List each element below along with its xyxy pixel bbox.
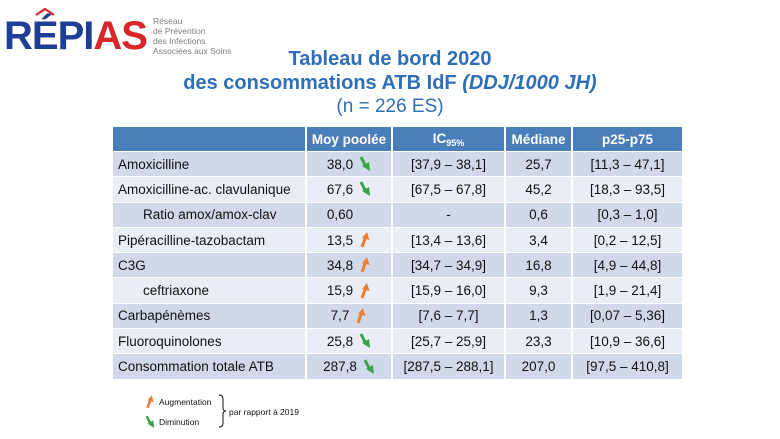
row-mediane: 207,0 — [505, 353, 573, 379]
row-moy: 7,7 — [306, 302, 393, 329]
table-row: ceftriaxone 15,9 [15,9 – 16,0] 9,3 [1,9 – 21… — [113, 277, 682, 304]
row-name: Carbapénèmes — [113, 302, 307, 329]
arrow-up-right-icon — [360, 282, 370, 299]
row-ic: [287,5 – 288,1] — [392, 353, 506, 379]
logo-accent-icon — [35, 8, 55, 16]
row-moy-value: 287,8 — [323, 359, 357, 375]
row-moy: 15,9 — [306, 277, 393, 304]
row-p25p75: [97,5 – 410,8] — [572, 353, 682, 379]
row-moy-value: 7,7 — [330, 308, 350, 324]
row-mediane: 25,7 — [505, 150, 573, 177]
row-moy: 0,60 — [306, 201, 393, 228]
logo-subtitle: Réseau de Prévention des Infections Asso… — [153, 16, 232, 56]
table-row: Amoxicilline-ac. clavulanique 67,6 [67,5 –… — [113, 176, 682, 203]
row-moy-value: 15,9 — [326, 283, 354, 299]
title-line-1: Tableau de bord 2020 — [288, 48, 492, 70]
title-line-3: (n = 226 ES) — [336, 96, 444, 117]
arrow-up-right-icon — [356, 307, 366, 324]
row-name: Amoxicilline — [113, 150, 307, 177]
table-row: Amoxicilline 38,0 [37,9 – 38,1] 25,7 [11,3 –… — [113, 150, 682, 177]
row-moy: 287,8 — [306, 353, 393, 379]
arrow-up-right-icon — [360, 232, 370, 248]
page-title: Tableau de bord 2020 des consommations A… — [0, 47, 780, 119]
arrow-down-right-icon — [363, 358, 374, 374]
row-p25p75: [18,3 – 93,5] — [572, 176, 682, 203]
arrow-down-right-icon — [145, 415, 155, 428]
brace-icon — [218, 394, 226, 428]
row-moy: 38,0 — [306, 150, 393, 177]
row-mediane: 45,2 — [505, 176, 573, 203]
table-row: Pipéracilline-tazobactam 13,5 [13,4 – 13,6… — [113, 226, 682, 253]
row-mediane: 3,4 — [505, 226, 573, 253]
row-p25p75: [0,3 – 1,0] — [572, 201, 682, 228]
row-name: Amoxicilline-ac. clavulanique — [113, 176, 307, 203]
row-ic: [13,4 – 13,6] — [392, 226, 506, 253]
row-mediane: 16,8 — [505, 252, 573, 278]
row-mediane: 1,3 — [505, 302, 573, 329]
row-p25p75: [11,3 – 47,1] — [572, 150, 682, 177]
header-mediane: Médiane — [505, 127, 573, 152]
row-name: C3G — [113, 252, 307, 278]
header-p25p75: p25-p75 — [572, 127, 682, 152]
row-p25p75: [4,9 – 44,8] — [572, 252, 682, 278]
arrow-down-right-icon — [359, 156, 371, 172]
row-ic: [15,9 – 16,0] — [392, 277, 506, 304]
repias-logo: RÉPIAS Réseau de Prévention des Infectio… — [4, 8, 234, 60]
legend: Augmentation Diminution par rapport à 20… — [145, 392, 345, 432]
legend-down: Diminution — [145, 415, 199, 429]
row-ic: [25,7 – 25,9] — [392, 328, 506, 354]
table-header-row: Moy poolée IC95% Médiane p25-p75 — [113, 127, 682, 152]
row-moy-value: 13,5 — [326, 232, 354, 248]
row-name: Fluoroquinolones — [113, 328, 307, 354]
row-moy: 34,8 — [306, 252, 393, 278]
row-moy-value: 34,8 — [326, 257, 354, 273]
row-ic: [37,9 – 38,1] — [392, 150, 506, 177]
row-moy: 67,6 — [306, 176, 393, 203]
arrow-up-right-icon — [360, 257, 370, 273]
arrow-down-right-icon — [359, 181, 371, 197]
row-moy-value: 67,6 — [326, 181, 354, 197]
row-name: Pipéracilline-tazobactam — [113, 226, 307, 253]
row-mediane: 9,3 — [505, 277, 573, 304]
header-name — [113, 127, 307, 152]
row-moy-value: 0,60 — [326, 207, 354, 223]
header-moy: Moy poolée — [306, 127, 393, 152]
logo-wordmark: RÉPIAS — [4, 14, 148, 58]
arrow-up-right-icon — [146, 395, 154, 409]
table-row: C3G 34,8 [34,7 – 34,9] 16,8 [4,9 – 44,8] — [113, 252, 682, 278]
row-ic: [7,6 – 7,7] — [392, 302, 506, 329]
table-row: Ratio amox/amox-clav 0,60 -0,6 [0,3 – 1,0] — [113, 201, 682, 228]
row-moy: 13,5 — [306, 226, 393, 253]
row-ic: - — [392, 201, 506, 228]
row-name: Ratio amox/amox-clav — [113, 201, 307, 228]
row-moy: 25,8 — [306, 328, 393, 354]
legend-up: Augmentation — [145, 395, 211, 409]
title-line-2: des consommations ATB IdF (DDJ/1000 JH) — [183, 72, 597, 94]
row-p25p75: [0,2 – 12,5] — [572, 226, 682, 253]
row-mediane: 23,3 — [505, 328, 573, 354]
row-ic: [34,7 – 34,9] — [392, 252, 506, 278]
consumption-table: Moy poolée IC95% Médiane p25-p75 Amoxici… — [113, 127, 682, 379]
row-p25p75: [10,9 – 36,6] — [572, 328, 682, 354]
row-moy-value: 38,0 — [326, 156, 354, 172]
row-p25p75: [1,9 – 21,4] — [572, 277, 682, 304]
row-ic: [67,5 – 67,8] — [392, 176, 506, 203]
row-mediane: 0,6 — [505, 201, 573, 228]
legend-note: par rapport à 2019 — [229, 407, 299, 417]
row-moy-value: 25,8 — [326, 333, 354, 349]
table-row: Carbapénèmes 7,7 [7,6 – 7,7] 1,3 [0,07 – 5,3… — [113, 302, 682, 329]
row-name: Consommation totale ATB — [113, 353, 307, 379]
table-row: Consommation totale ATB 287,8 [287,5 – 288… — [113, 353, 682, 379]
row-p25p75: [0,07 – 5,36] — [572, 302, 682, 329]
row-name: ceftriaxone — [113, 277, 307, 304]
table-row: Fluoroquinolones 25,8 [25,7 – 25,9] 23,3 [10… — [113, 328, 682, 354]
arrow-down-right-icon — [359, 333, 371, 349]
header-ic: IC95% — [392, 127, 506, 152]
